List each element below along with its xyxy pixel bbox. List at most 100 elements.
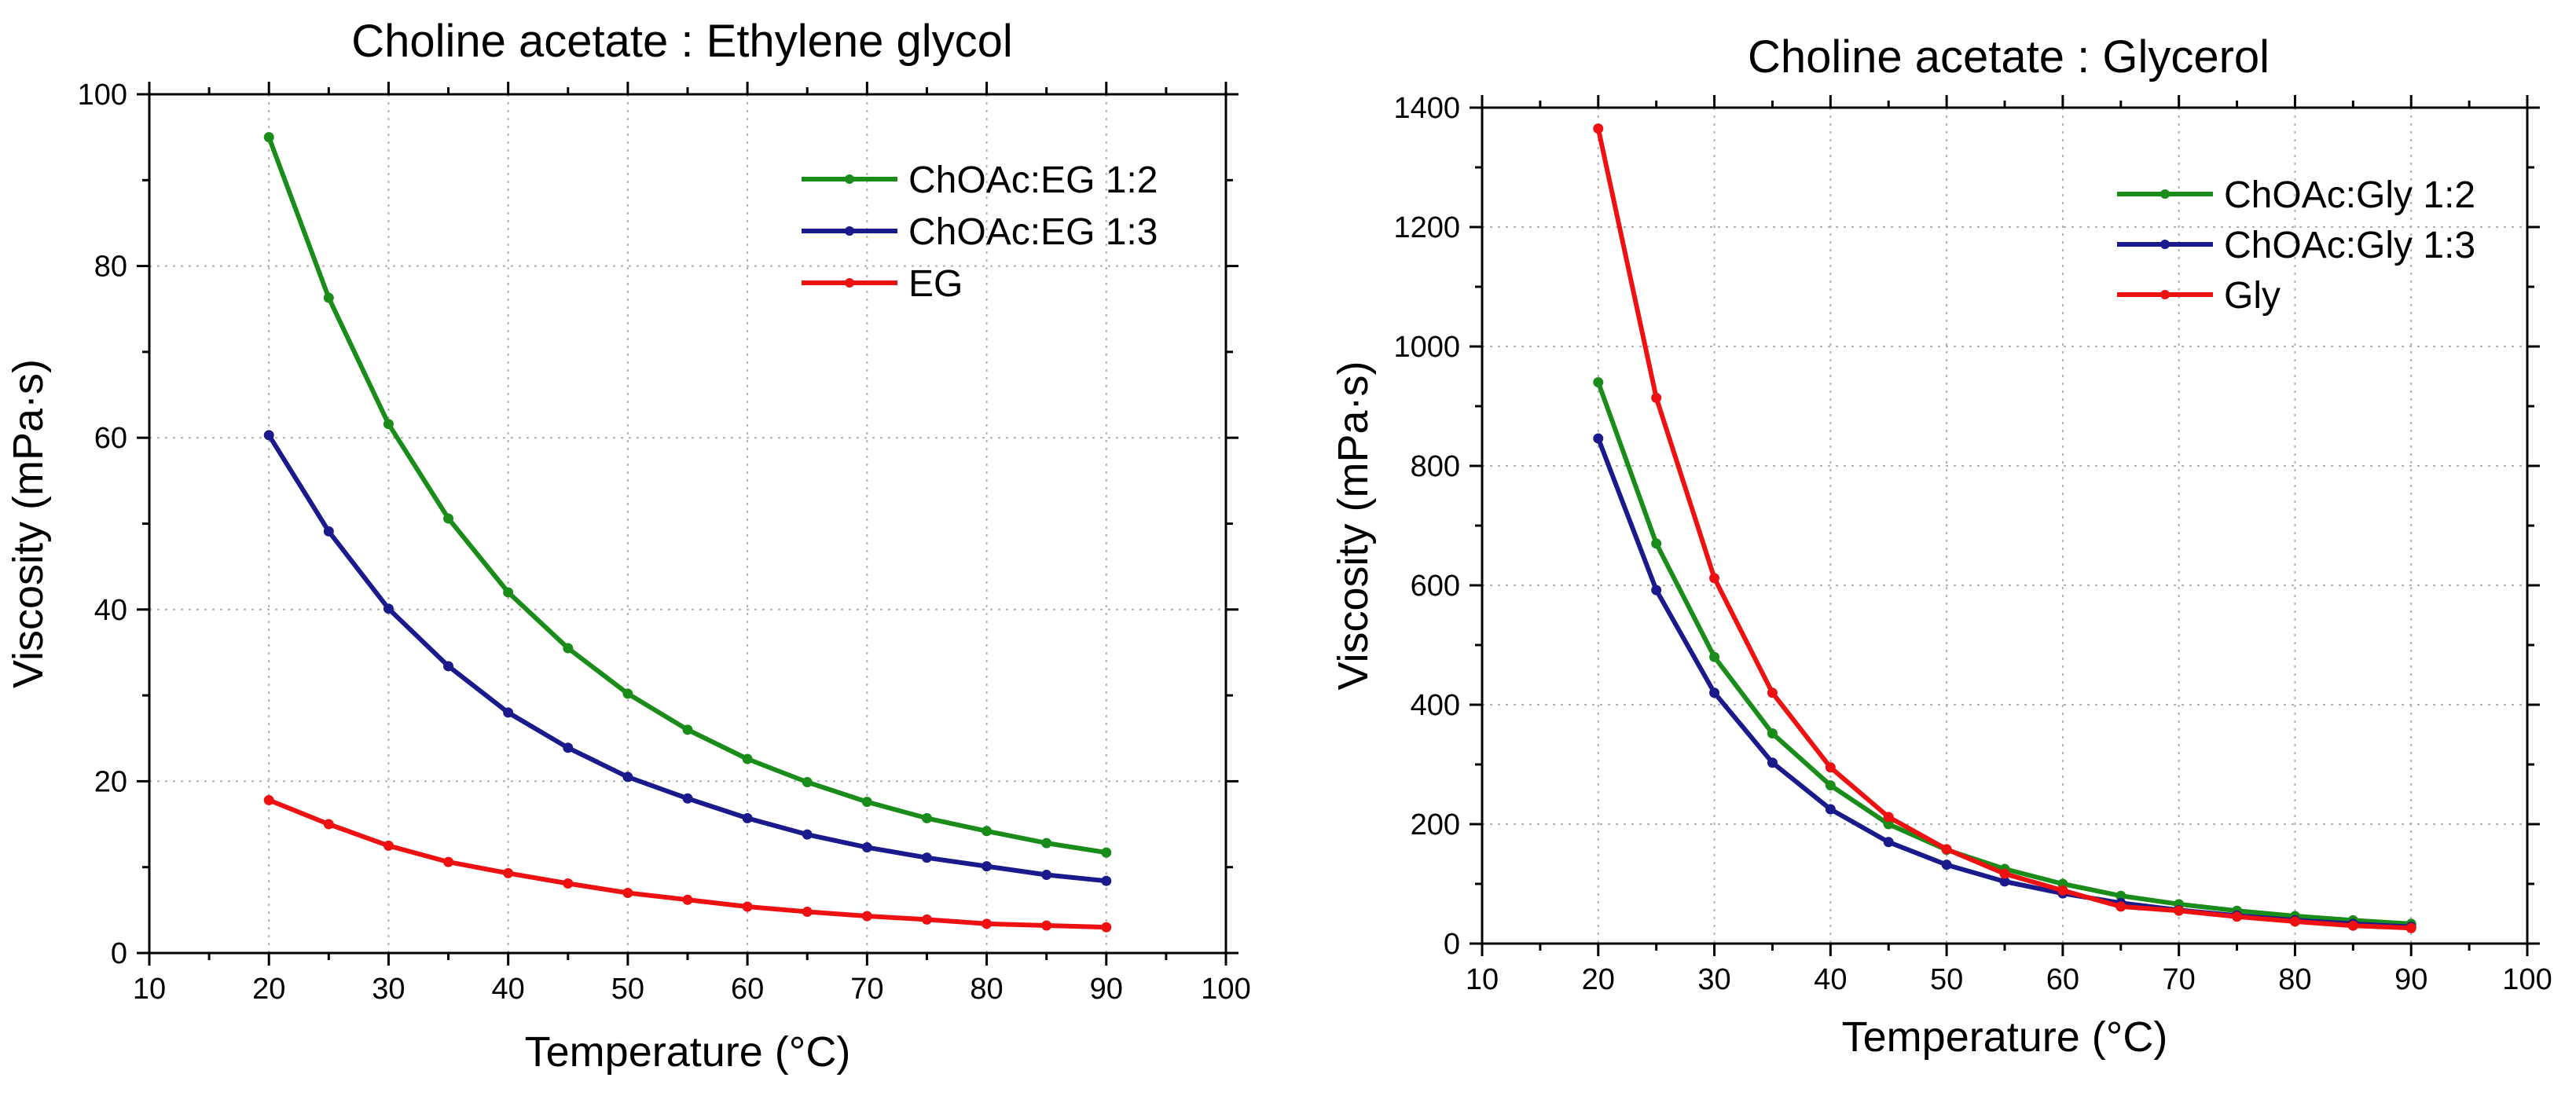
- x-tick-label: 100: [1201, 973, 1250, 1006]
- data-point: [1651, 392, 1662, 403]
- data-point: [1651, 538, 1662, 549]
- x-tick-label: 90: [2394, 963, 2427, 996]
- data-point: [383, 419, 394, 430]
- legend-swatch-marker: [845, 278, 854, 288]
- data-point: [861, 911, 872, 922]
- data-point: [622, 772, 633, 783]
- data-point: [2115, 901, 2126, 912]
- chart-1: 10 20 30 40 50 60 70 80 90 100 0 20 40 60 80 100 Choline…: [5, 16, 1251, 1076]
- x-tick-label: 80: [2278, 963, 2311, 996]
- data-point: [2289, 916, 2300, 927]
- chart-title: Choline acetate : Ethylene glycol: [351, 16, 1013, 67]
- x-tick-label: 10: [1466, 963, 1499, 996]
- data-point: [1593, 433, 1604, 444]
- data-point: [742, 812, 753, 823]
- data-point: [1941, 844, 1952, 855]
- x-tick-label: 30: [372, 973, 405, 1006]
- data-point: [861, 842, 872, 853]
- y-tick-label: 60: [94, 422, 127, 455]
- legend-entry: EG: [908, 263, 963, 305]
- series-3: [1593, 123, 2416, 933]
- data-point: [1651, 585, 1662, 596]
- data-point: [1883, 837, 1894, 848]
- legend-swatch-marker: [2160, 189, 2170, 199]
- data-point: [563, 878, 574, 889]
- y-tick-label: 80: [94, 251, 127, 284]
- x-tick-label: 80: [970, 973, 1003, 1006]
- data-point: [802, 829, 813, 840]
- data-point: [1825, 762, 1836, 773]
- data-point: [2405, 922, 2416, 933]
- legend-swatch-marker: [845, 226, 854, 236]
- x-tick-label: 90: [1090, 973, 1123, 1006]
- data-point: [1767, 687, 1778, 698]
- x-tick-label: 40: [1814, 963, 1847, 996]
- legend-swatch-marker: [2160, 240, 2170, 249]
- legend-entry: ChOAc:EG 1:3: [908, 211, 1158, 253]
- y-tick-label: 100: [78, 79, 127, 112]
- data-point: [263, 132, 274, 143]
- data-point: [2057, 885, 2068, 896]
- data-point: [1101, 922, 1112, 933]
- data-point: [1709, 651, 1720, 662]
- data-point: [263, 794, 274, 805]
- x-axis-label: Temperature (°C): [525, 1028, 851, 1076]
- y-tick-label: 800: [1411, 450, 1460, 483]
- y-tick-label: 1400: [1393, 92, 1460, 125]
- legend-entry: Gly: [2224, 275, 2281, 317]
- series-2: [263, 430, 1112, 886]
- series-1: [1593, 377, 2416, 929]
- data-point: [443, 661, 454, 672]
- data-point: [1593, 123, 1604, 134]
- x-tick-label: 10: [133, 973, 166, 1006]
- data-point: [982, 861, 993, 872]
- legend-entry: ChOAc:EG 1:2: [908, 159, 1158, 201]
- data-point: [682, 793, 693, 804]
- data-point: [503, 707, 514, 718]
- y-tick-label: 200: [1411, 808, 1460, 841]
- y-tick-label: 0: [1444, 928, 1460, 961]
- data-point: [861, 797, 872, 808]
- series-line: [1595, 436, 2414, 929]
- y-tick-label: 20: [94, 765, 127, 798]
- legend-entry: ChOAc:Gly 1:3: [2224, 225, 2475, 266]
- data-point: [383, 603, 394, 614]
- x-tick-label: 70: [2163, 963, 2196, 996]
- data-point: [1767, 757, 1778, 768]
- legend-swatch-marker: [845, 174, 854, 184]
- data-point: [1999, 868, 2010, 879]
- legend: ChOAc:Gly 1:2 ChOAc:Gly 1:3 Gly: [2117, 174, 2475, 317]
- chart-2: 10 20 30 40 50 60 70 80 90 1000200400600800100012…: [1330, 31, 2552, 1061]
- data-point: [443, 513, 454, 524]
- data-point: [802, 907, 813, 918]
- data-point: [682, 894, 693, 905]
- x-tick-label: 100: [2502, 963, 2552, 996]
- data-point: [1101, 847, 1112, 858]
- x-tick-label: 20: [1582, 963, 1615, 996]
- y-tick-label: 1000: [1393, 331, 1460, 364]
- data-point: [1825, 780, 1836, 791]
- x-tick-label: 50: [611, 973, 644, 1006]
- x-tick-label: 60: [2046, 963, 2079, 996]
- data-point: [622, 887, 633, 898]
- series-3: [263, 794, 1112, 933]
- data-point: [921, 852, 932, 863]
- y-tick-label: 40: [94, 594, 127, 627]
- y-tick-label: 400: [1411, 689, 1460, 722]
- series-1: [263, 132, 1112, 858]
- data-point: [2232, 911, 2243, 922]
- series-line: [266, 432, 1109, 884]
- y-tick-label: 0: [111, 937, 127, 970]
- data-point: [323, 819, 334, 830]
- data-point: [1825, 804, 1836, 815]
- y-tick-label: 1200: [1393, 211, 1460, 244]
- data-point: [1593, 377, 1604, 388]
- data-point: [383, 840, 394, 851]
- data-point: [443, 856, 454, 867]
- y-tick-label: 600: [1411, 570, 1460, 603]
- data-point: [742, 753, 753, 764]
- data-point: [921, 914, 932, 925]
- data-point: [503, 867, 514, 878]
- x-tick-label: 70: [850, 973, 883, 1006]
- y-axis-label: Viscosity (mPa·s): [1330, 361, 1377, 690]
